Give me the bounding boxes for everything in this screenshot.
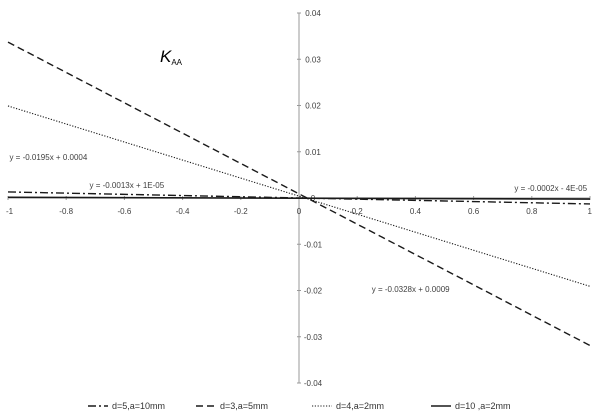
y-tick-label: -0.01 bbox=[304, 240, 323, 249]
y-tick-label: -0.02 bbox=[304, 287, 323, 296]
chart-title-main: K bbox=[160, 47, 172, 66]
series-line-4 bbox=[7, 196, 591, 200]
y-tick-label: -0.04 bbox=[304, 379, 323, 388]
series-line-3 bbox=[7, 105, 591, 287]
y-tick-label: 0.04 bbox=[305, 9, 321, 18]
trendline-equation-3: y = -0.0195x + 0.0004 bbox=[9, 153, 87, 162]
y-tick-label: 0.01 bbox=[305, 148, 321, 157]
legend-label: d=10 ,a=2mm bbox=[455, 401, 511, 411]
x-tick-label: 1 bbox=[588, 207, 592, 216]
x-tick-label: 0.2 bbox=[352, 207, 364, 216]
trendline-equation-1: y = -0.0013x + 1E-05 bbox=[89, 181, 164, 190]
legend-label: d=5,a=10mm bbox=[112, 401, 165, 411]
legend-label: d=3,a=5mm bbox=[220, 401, 268, 411]
y-tick-label: 0.02 bbox=[305, 102, 321, 111]
chart-title: KAA bbox=[160, 47, 183, 67]
trendline-equations: y = -0.0013x + 1E-05 y = -0.0328x + 0.000… bbox=[9, 153, 587, 294]
x-tick-label: 0.6 bbox=[468, 207, 480, 216]
y-tick-label: 0.03 bbox=[305, 55, 321, 64]
legend: d=5,a=10mm d=3,a=5mm d=4,a=2mm d=10 ,a=2mm bbox=[88, 401, 511, 411]
x-tick-label: 0.8 bbox=[526, 207, 538, 216]
x-tick-label: -1 bbox=[6, 207, 14, 216]
x-tick-label: -0.6 bbox=[118, 207, 132, 216]
trendline-equation-4: y = -0.0002x - 4E-05 bbox=[514, 184, 587, 193]
x-tick-label: -0.8 bbox=[59, 207, 73, 216]
chart-title-subscript: AA bbox=[171, 58, 182, 67]
x-tick-label: -0.2 bbox=[234, 207, 248, 216]
x-tick-marks: -1 -0.8 -0.6 -0.4 -0.2 0 0.2 0.4 0.6 0.8 1 bbox=[6, 196, 592, 216]
x-tick-label: 0 bbox=[297, 207, 302, 216]
x-tick-label: -0.4 bbox=[176, 207, 190, 216]
x-tick-label: 0.4 bbox=[410, 207, 422, 216]
trendline-equation-2: y = -0.0328x + 0.0009 bbox=[372, 285, 450, 294]
y-tick-label: -0.03 bbox=[304, 333, 323, 342]
legend-label: d=4,a=2mm bbox=[336, 401, 384, 411]
series-lines bbox=[7, 41, 591, 347]
